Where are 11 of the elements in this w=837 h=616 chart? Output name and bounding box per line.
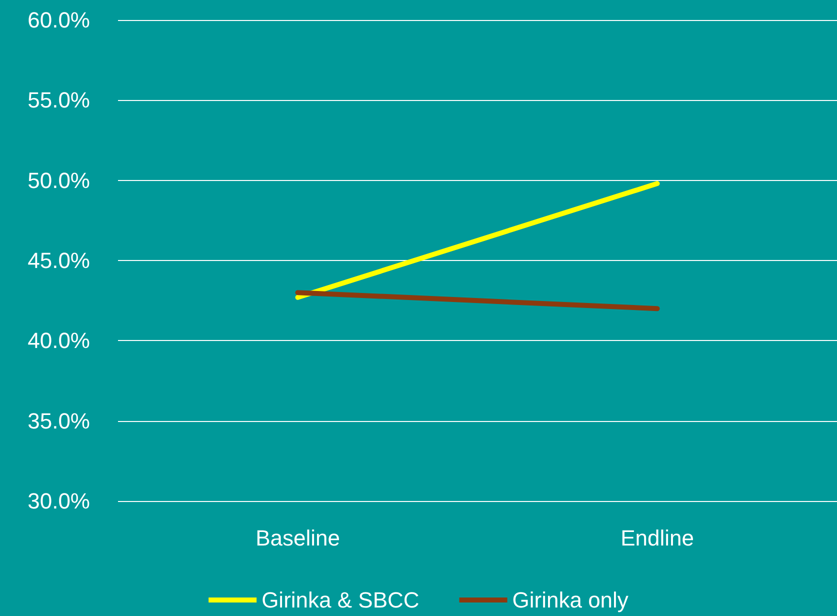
- y-tick-label: 35.0%: [28, 408, 90, 434]
- y-tick-label: 50.0%: [28, 168, 90, 193]
- x-tick-label: Endline: [620, 526, 694, 550]
- legend-label: Girinka & SBCC: [262, 588, 420, 612]
- y-tick-label: 60.0%: [28, 8, 90, 32]
- y-tick-label: 30.0%: [28, 488, 90, 514]
- y-tick-label: 45.0%: [28, 248, 90, 273]
- legend-label: Girinka only: [512, 588, 628, 612]
- y-tick-label: 40.0%: [28, 328, 90, 354]
- y-tick-label: 55.0%: [28, 88, 90, 113]
- x-tick-label: Baseline: [256, 526, 340, 550]
